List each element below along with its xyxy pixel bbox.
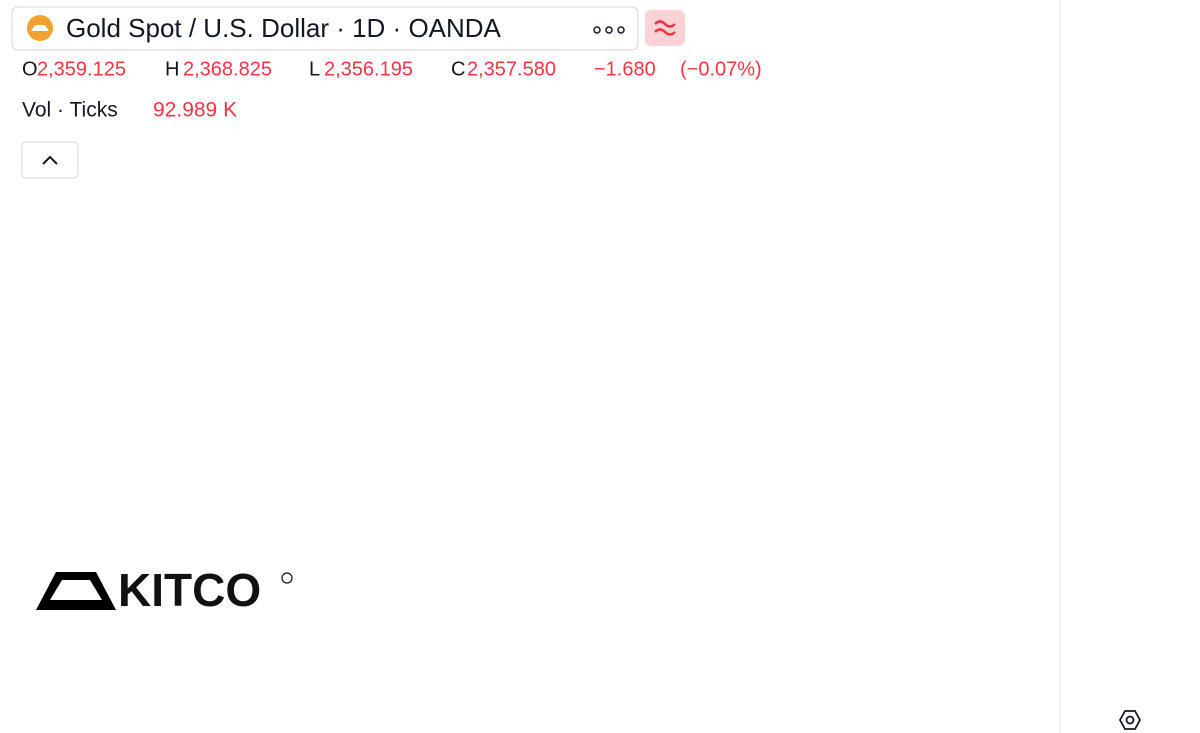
collapse-icon bbox=[42, 155, 58, 165]
settings-button[interactable] bbox=[1118, 710, 1142, 730]
registered-mark bbox=[281, 572, 293, 584]
change-percent: (−0.07%) bbox=[680, 58, 762, 80]
compare-button[interactable] bbox=[645, 10, 685, 46]
symbol-box[interactable] bbox=[11, 6, 639, 51]
volume-value: 92.989 K bbox=[153, 99, 237, 122]
watermark-text: KITCO bbox=[118, 564, 261, 616]
chart-title: Gold Spot / U.S. Dollar · 1D · OANDA bbox=[66, 13, 502, 43]
compare-icon bbox=[654, 20, 676, 36]
high-value: 2,368.825 bbox=[183, 58, 272, 80]
close-value: 2,357.580 bbox=[467, 58, 556, 80]
watermark-icon bbox=[36, 572, 116, 610]
more-button[interactable] bbox=[593, 26, 625, 34]
symbol-logo-icon bbox=[31, 25, 49, 31]
price-axis bbox=[1060, 0, 1200, 733]
watermark: KITCO bbox=[36, 564, 293, 616]
low-label: L bbox=[309, 58, 320, 80]
collapse-button[interactable] bbox=[21, 141, 79, 179]
volume-label: Vol · Ticks bbox=[22, 99, 118, 122]
open-value: 2,359.125 bbox=[37, 58, 126, 80]
close-label: C bbox=[451, 58, 465, 80]
high-label: H bbox=[165, 58, 179, 80]
change-value: −1.680 bbox=[594, 58, 656, 80]
open-label: O bbox=[22, 58, 38, 80]
low-value: 2,356.195 bbox=[324, 58, 413, 80]
